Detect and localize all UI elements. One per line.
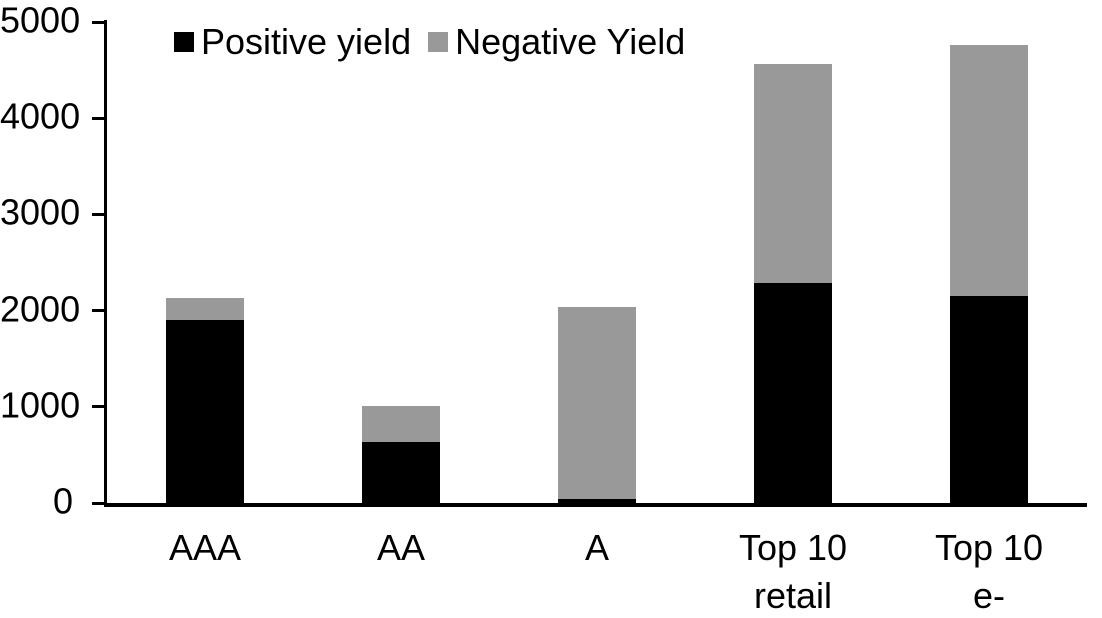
bar-group [695,22,891,503]
bar-group [107,22,303,503]
y-axis-tick [92,20,105,24]
bar-segment-positive-yield [362,442,440,503]
legend-item-positive-yield: Positive yield [174,21,412,62]
x-axis-label: Top 10 e-commerce [934,527,1044,616]
bar-group [499,22,695,503]
bar-segment-negative-yield [754,64,832,283]
legend-item-negative-yield: Negative Yield [428,21,686,62]
y-tick-label: 4000 [0,95,81,137]
y-axis-tick [92,501,105,505]
bar-group [891,22,1087,503]
x-axis-label: Top 10 retail & fast pmt [738,527,848,616]
y-axis-tick [92,309,105,313]
bar-segment-negative-yield [362,405,440,443]
y-axis-tick [92,212,105,216]
y-tick-label: 2000 [0,287,81,329]
legend-swatch-negative-yield [428,32,449,52]
bar-segment-positive-yield [950,296,1028,503]
y-axis-line [104,20,107,506]
x-axis-label: AA [376,527,426,568]
y-tick-label: 0 [52,480,73,522]
y-axis-tick [92,116,105,120]
y-tick-label: 1000 [0,384,81,426]
x-axis-line [104,503,1087,507]
y-axis-tick [92,405,105,409]
y-tick-label: 5000 [0,0,81,41]
bar-segment-positive-yield [558,499,636,503]
chart-legend: Positive yield Negative Yield [174,21,686,62]
bar-segment-positive-yield [166,320,244,503]
bar-segment-negative-yield [558,306,636,500]
plot-area [107,22,1087,503]
bar-group [303,22,499,503]
x-axis-label: A [584,527,609,568]
legend-label-positive-yield: Positive yield [201,21,412,62]
legend-swatch-positive-yield [174,32,194,52]
bar-segment-negative-yield [166,298,244,321]
x-axis-label: AAA [168,527,242,568]
bar-segment-positive-yield [754,282,832,503]
bar-segment-negative-yield [950,45,1028,297]
legend-label-negative-yield: Negative Yield [455,21,686,62]
y-tick-label: 3000 [0,191,81,233]
